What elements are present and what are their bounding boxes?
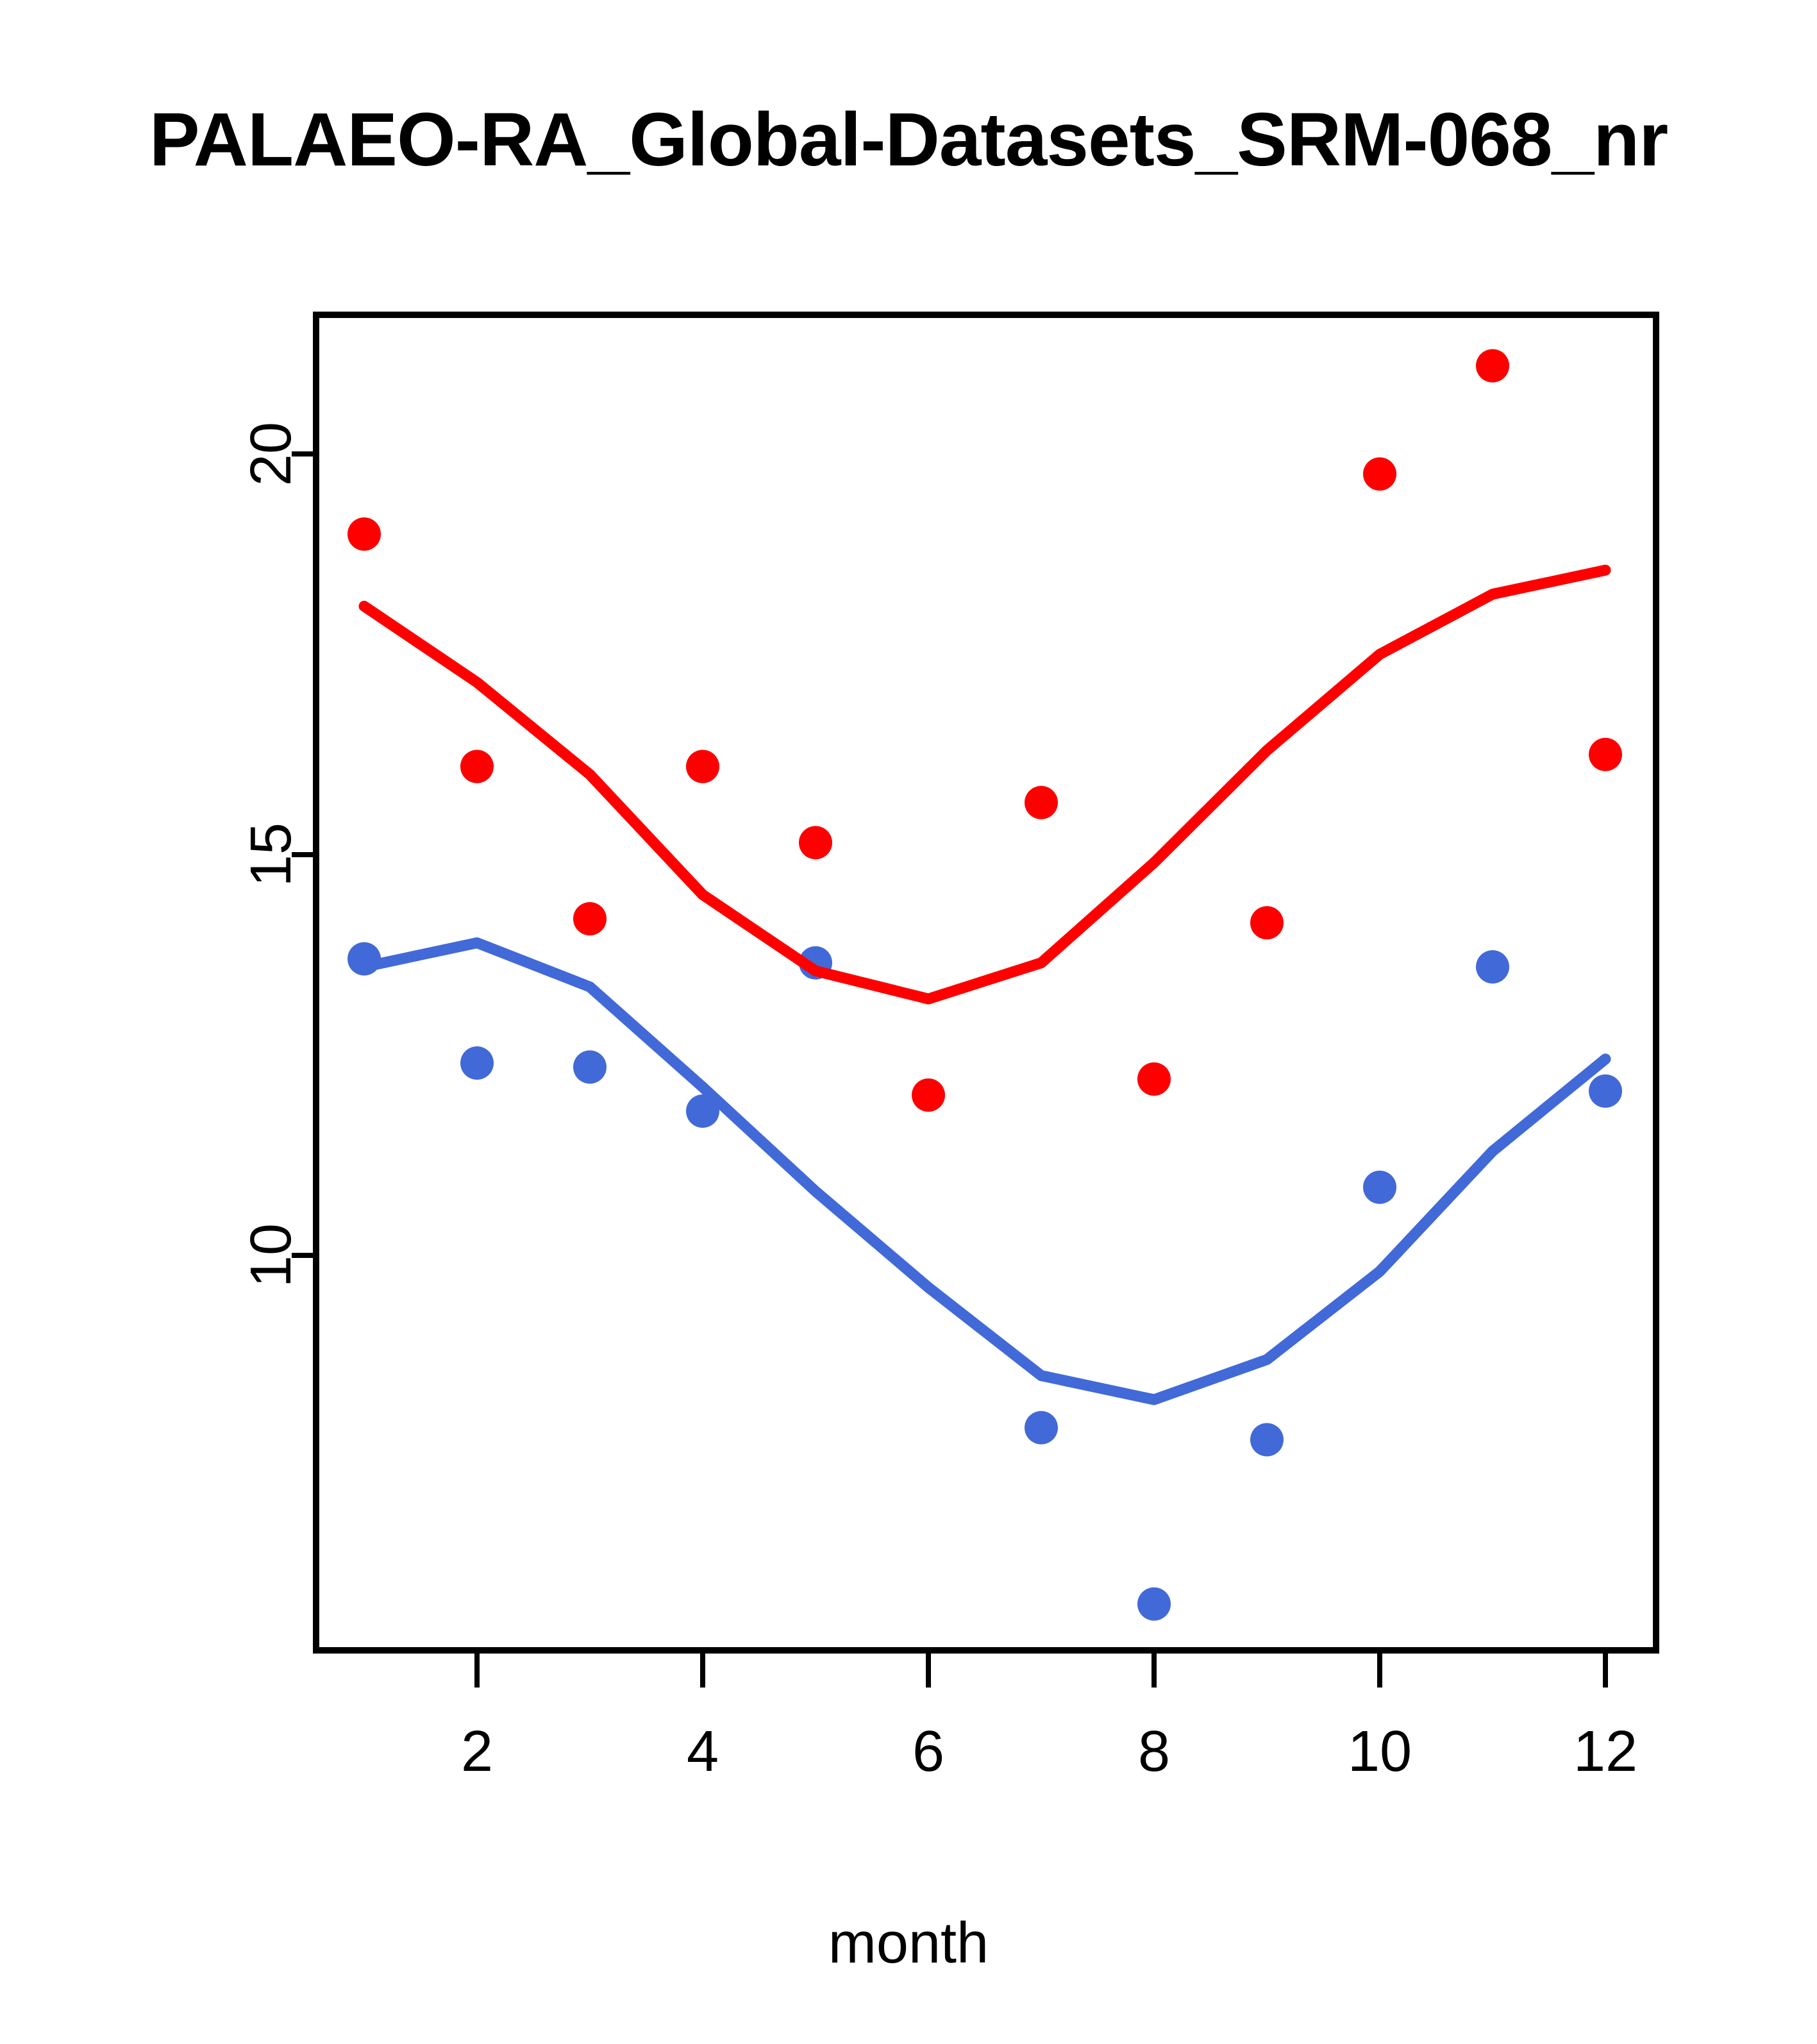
data-point: [460, 1046, 494, 1080]
data-point: [1025, 785, 1058, 819]
x-axis: 2 4 6 8 10 12: [461, 1650, 1637, 1784]
data-point: [1250, 1423, 1284, 1457]
data-point: [1476, 950, 1509, 984]
y-axis: 10 15 20: [239, 422, 316, 1287]
data-point: [1137, 1587, 1171, 1621]
data-point: [686, 1094, 719, 1128]
blue-line: [358, 937, 1611, 1405]
data-point: [912, 1078, 945, 1112]
data-point: [1589, 1074, 1622, 1108]
data-point: [1589, 737, 1622, 771]
x-tick-label: 8: [1138, 1720, 1170, 1784]
y-tick-label: 20: [239, 422, 303, 486]
data-point: [347, 517, 381, 551]
data-point: [1363, 1170, 1396, 1204]
x-tick-label: 6: [912, 1720, 944, 1784]
y-tick-label: 10: [239, 1223, 303, 1287]
red-points: [347, 349, 1622, 1112]
x-axis-label: month: [828, 1911, 989, 1975]
data-point: [1476, 349, 1509, 383]
data-point: [686, 750, 719, 783]
page-title: PALAEO-RA_Global-Datasets_SRM-068_nr: [149, 97, 1668, 182]
x-tick-label: 4: [687, 1720, 719, 1784]
data-point: [573, 902, 607, 935]
data-point: [1137, 1062, 1171, 1096]
data-point: [1363, 457, 1396, 491]
data-series-group: [347, 349, 1622, 1621]
red-line: [358, 564, 1611, 1005]
data-point: [799, 826, 832, 860]
x-tick-label: 2: [461, 1720, 493, 1784]
blue-points: [347, 942, 1622, 1621]
x-tick-label: 12: [1573, 1720, 1637, 1784]
data-point: [460, 750, 494, 783]
y-tick-label: 15: [239, 823, 303, 887]
plot-border: [313, 312, 1659, 1654]
plot-frame: [313, 312, 1659, 1654]
x-tick-label: 10: [1348, 1720, 1412, 1784]
data-point: [1025, 1411, 1058, 1445]
data-point: [573, 1050, 607, 1084]
data-point: [1250, 906, 1284, 940]
